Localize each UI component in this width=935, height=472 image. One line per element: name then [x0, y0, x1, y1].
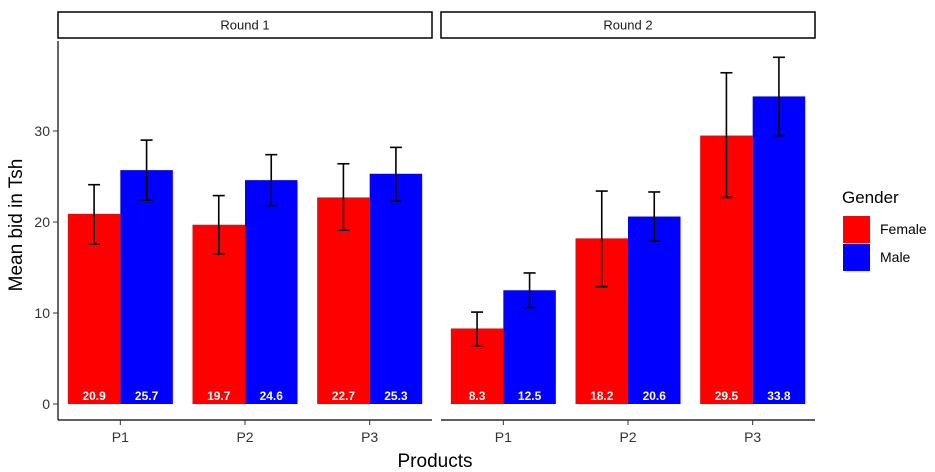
bar-male [628, 216, 681, 404]
error-bar [389, 146, 402, 202]
y-tick-label: 20 [34, 214, 50, 230]
bar-male [752, 96, 806, 405]
bar-value-label: 25.3 [384, 389, 408, 403]
y-axis: 0 10 20 30 [34, 41, 59, 420]
strip-box [440, 11, 816, 39]
legend: Gender Female Male [842, 188, 927, 271]
bar-male [120, 170, 173, 404]
legend-label-female: Female [880, 221, 927, 237]
bar-value-label: 8.3 [469, 389, 486, 403]
panel-1: Round 1 P1 20.9 25.7 P2 19.7 24.6 P3 22.7 25.3 [57, 11, 433, 445]
bar-value-label: 20.9 [82, 389, 106, 403]
bar-male [503, 290, 556, 404]
bar-value-label: 29.5 [715, 389, 739, 403]
error-bar [471, 311, 484, 347]
strip-label: Round 2 [603, 18, 652, 33]
bar-value-label: 18.2 [590, 389, 614, 403]
bar-value-label: 19.7 [207, 389, 231, 403]
bar-value-label: 22.7 [332, 389, 356, 403]
bar-female [67, 213, 121, 404]
x-tick-label: P3 [744, 429, 761, 445]
legend-title: Gender [842, 188, 899, 207]
error-bar [265, 153, 278, 207]
bar-value-label: 12.5 [518, 389, 542, 403]
panel-2: Round 2 P1 8.3 12.5 P2 18.2 20.6 P3 29.5 33.8 [440, 11, 816, 445]
y-tick-label: 0 [42, 396, 50, 412]
x-tick-label: P2 [236, 429, 253, 445]
x-tick-label: P3 [361, 429, 378, 445]
x-axis-title: Products [398, 451, 473, 472]
x-tick-label: P1 [112, 429, 129, 445]
y-tick-label: 10 [34, 305, 50, 321]
error-bar [772, 56, 785, 137]
strip-label: Round 1 [220, 18, 269, 33]
y-tick-label: 30 [34, 123, 50, 139]
bar-male [245, 180, 298, 404]
error-bar [88, 183, 101, 245]
bar-male [369, 173, 423, 404]
error-bar [140, 139, 153, 201]
legend-swatch-female [843, 216, 870, 243]
y-axis-title: Mean bid in Tsh [6, 159, 27, 292]
error-bar [212, 194, 225, 255]
bar-value-label: 33.8 [767, 389, 791, 403]
bar-value-label: 25.7 [135, 389, 159, 403]
x-tick-label: P2 [619, 429, 636, 445]
bar-value-label: 20.6 [643, 389, 667, 403]
error-bar [720, 71, 733, 199]
error-bar [648, 191, 661, 242]
bar-value-label: 24.6 [260, 389, 284, 403]
x-tick-label: P1 [495, 429, 512, 445]
error-bar [595, 190, 608, 288]
legend-swatch-male [843, 244, 870, 271]
error-bar [523, 272, 536, 309]
legend-label-male: Male [880, 249, 911, 265]
error-bar [337, 162, 350, 231]
bar-female [317, 197, 370, 404]
strip-box [57, 11, 433, 39]
